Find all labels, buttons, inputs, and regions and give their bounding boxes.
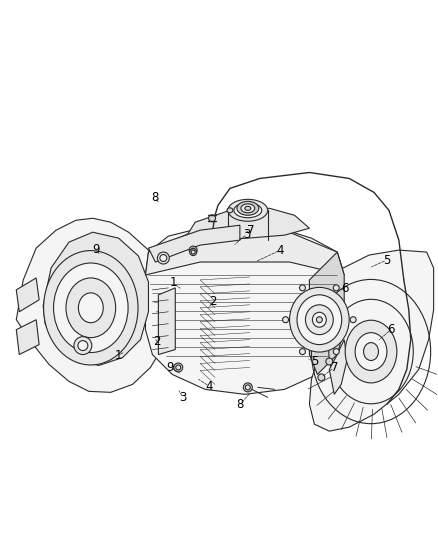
Ellipse shape — [191, 248, 195, 252]
Ellipse shape — [160, 255, 167, 262]
Ellipse shape — [300, 349, 305, 354]
Ellipse shape — [364, 343, 378, 360]
Ellipse shape — [244, 383, 252, 392]
Text: 9: 9 — [92, 243, 100, 256]
Text: 5: 5 — [383, 254, 391, 266]
Polygon shape — [145, 222, 344, 394]
Text: 1: 1 — [170, 277, 177, 289]
Ellipse shape — [189, 246, 197, 254]
Text: 7: 7 — [331, 361, 338, 374]
Text: 3: 3 — [243, 228, 251, 241]
Ellipse shape — [297, 295, 342, 345]
Text: 6: 6 — [342, 282, 349, 295]
Text: 1: 1 — [114, 349, 122, 362]
Text: 6: 6 — [387, 323, 395, 336]
Ellipse shape — [228, 199, 268, 221]
Text: 3: 3 — [180, 392, 187, 405]
Ellipse shape — [316, 317, 322, 322]
Ellipse shape — [176, 365, 181, 370]
Text: 7: 7 — [247, 224, 254, 237]
Polygon shape — [16, 278, 39, 312]
Polygon shape — [148, 225, 240, 262]
Ellipse shape — [290, 287, 349, 352]
Ellipse shape — [53, 263, 128, 352]
Text: 8: 8 — [236, 398, 244, 411]
Ellipse shape — [78, 341, 88, 351]
Ellipse shape — [157, 252, 170, 264]
Text: 4: 4 — [206, 380, 213, 393]
Ellipse shape — [78, 293, 103, 322]
Text: 4: 4 — [277, 244, 284, 256]
Polygon shape — [159, 288, 175, 354]
Polygon shape — [329, 340, 347, 394]
Ellipse shape — [174, 363, 183, 372]
Ellipse shape — [245, 206, 251, 211]
Ellipse shape — [66, 278, 116, 337]
Ellipse shape — [237, 201, 259, 215]
Ellipse shape — [283, 317, 289, 322]
Ellipse shape — [345, 320, 397, 383]
Polygon shape — [309, 252, 344, 375]
Ellipse shape — [190, 248, 197, 255]
Polygon shape — [309, 250, 434, 431]
Polygon shape — [16, 218, 168, 392]
Ellipse shape — [227, 208, 233, 213]
Text: 8: 8 — [151, 191, 158, 204]
Ellipse shape — [44, 251, 138, 365]
Ellipse shape — [305, 305, 333, 335]
Polygon shape — [43, 232, 148, 366]
Ellipse shape — [350, 317, 356, 322]
Ellipse shape — [312, 312, 326, 327]
Ellipse shape — [333, 349, 339, 354]
Text: 2: 2 — [153, 335, 161, 348]
Ellipse shape — [318, 374, 325, 381]
Ellipse shape — [208, 215, 215, 222]
Ellipse shape — [234, 203, 262, 218]
Ellipse shape — [74, 337, 92, 354]
Text: 9: 9 — [166, 361, 174, 374]
Ellipse shape — [241, 204, 255, 213]
Ellipse shape — [245, 385, 250, 390]
Polygon shape — [145, 228, 344, 275]
Polygon shape — [185, 208, 309, 240]
Text: 2: 2 — [209, 295, 217, 308]
Polygon shape — [16, 320, 39, 354]
Text: 5: 5 — [311, 356, 318, 368]
Ellipse shape — [191, 250, 195, 254]
Ellipse shape — [355, 333, 387, 370]
Ellipse shape — [333, 285, 339, 291]
Ellipse shape — [326, 358, 333, 365]
Ellipse shape — [300, 285, 305, 291]
